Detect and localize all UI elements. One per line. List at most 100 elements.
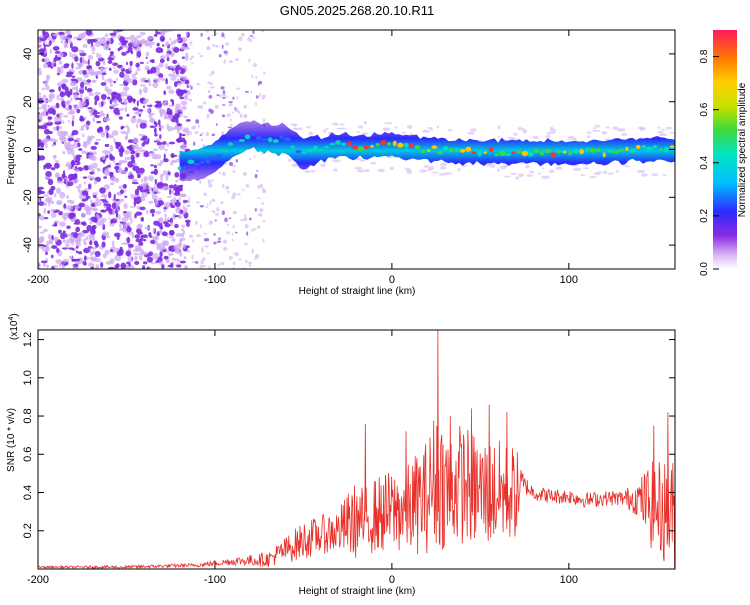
noise-speckle xyxy=(166,195,172,198)
noise-speckle xyxy=(162,44,165,47)
noise-speckle xyxy=(76,178,79,182)
noise-speckle xyxy=(52,264,59,268)
band-haze xyxy=(572,167,582,172)
signal-peak xyxy=(370,144,374,148)
noise-speckle xyxy=(224,217,228,223)
noise-speckle xyxy=(63,63,69,69)
noise-speckle xyxy=(43,207,47,214)
noise-speckle xyxy=(156,181,164,189)
noise-speckle xyxy=(148,113,153,119)
noise-speckle xyxy=(221,44,224,50)
noise-speckle xyxy=(201,131,204,136)
noise-speckle xyxy=(261,30,265,33)
noise-speckle xyxy=(38,113,45,117)
signal-peak xyxy=(251,132,255,137)
noise-speckle xyxy=(53,154,56,160)
band-haze xyxy=(503,175,511,178)
band-haze xyxy=(521,128,526,131)
noise-speckle xyxy=(77,235,81,243)
noise-speckle xyxy=(66,238,74,244)
noise-speckle xyxy=(180,65,187,69)
noise-speckle xyxy=(121,51,127,56)
band-haze xyxy=(436,125,440,129)
noise-speckle xyxy=(113,137,116,144)
noise-speckle xyxy=(175,70,179,75)
noise-speckle xyxy=(84,241,87,246)
signal-peak xyxy=(324,145,330,149)
noise-speckle xyxy=(120,170,127,174)
noise-speckle xyxy=(138,88,143,95)
noise-speckle xyxy=(146,104,153,107)
noise-speckle xyxy=(85,98,89,105)
noise-speckle xyxy=(118,108,125,111)
noise-speckle xyxy=(104,33,109,38)
noise-speckle xyxy=(236,95,239,100)
band-haze xyxy=(401,131,406,134)
noise-speckle xyxy=(252,228,257,231)
noise-speckle xyxy=(119,223,122,229)
x-tick-label: -200 xyxy=(27,574,49,586)
noise-speckle xyxy=(174,258,177,261)
y-tick-label: 0.2 xyxy=(22,523,34,538)
noise-speckle xyxy=(56,125,59,131)
noise-speckle xyxy=(222,93,227,97)
noise-speckle xyxy=(45,170,52,178)
noise-speckle xyxy=(51,144,55,147)
noise-speckle xyxy=(167,114,174,120)
noise-speckle xyxy=(210,109,214,115)
noise-speckle xyxy=(134,213,137,219)
noise-speckle xyxy=(126,95,133,101)
noise-speckle xyxy=(137,173,141,179)
noise-speckle xyxy=(173,39,181,42)
signal-peak xyxy=(215,154,223,157)
noise-speckle xyxy=(58,121,62,124)
noise-speckle xyxy=(118,228,126,232)
noise-speckle xyxy=(100,198,107,202)
noise-speckle xyxy=(226,231,230,235)
noise-speckle xyxy=(203,192,208,196)
noise-speckle xyxy=(135,56,139,59)
signal-peak xyxy=(471,151,477,155)
noise-speckle xyxy=(65,242,70,249)
signal-peak xyxy=(301,151,307,154)
noise-speckle xyxy=(160,179,163,183)
signal-peak xyxy=(232,140,240,145)
noise-speckle xyxy=(131,73,136,78)
noise-speckle xyxy=(155,30,158,35)
noise-speckle xyxy=(182,230,186,235)
noise-speckle xyxy=(187,130,192,135)
noise-speckle xyxy=(127,255,133,261)
noise-speckle xyxy=(116,203,119,210)
noise-speckle xyxy=(123,223,128,227)
noise-speckle xyxy=(135,170,140,174)
noise-speckle xyxy=(38,69,43,76)
noise-speckle xyxy=(142,238,147,242)
noise-speckle xyxy=(76,245,79,249)
band-haze xyxy=(356,169,366,173)
noise-speckle xyxy=(87,59,90,65)
figure-title: GN05.2025.268.20.10.R11 xyxy=(280,3,434,18)
noise-speckle xyxy=(102,253,107,259)
signal-peak xyxy=(347,141,352,146)
noise-speckle xyxy=(229,118,232,122)
noise-speckle xyxy=(79,117,85,122)
noise-speckle xyxy=(48,89,55,93)
noise-speckle xyxy=(89,151,93,154)
noise-speckle xyxy=(243,171,247,176)
noise-speckle xyxy=(103,117,111,122)
band-haze xyxy=(320,163,326,168)
noise-speckle xyxy=(76,242,82,247)
signal-peak xyxy=(317,148,325,152)
noise-speckle xyxy=(222,171,226,177)
noise-speckle xyxy=(151,213,155,217)
noise-speckle xyxy=(218,172,222,175)
signal-peak xyxy=(420,149,426,154)
noise-speckle xyxy=(128,65,133,72)
noise-speckle xyxy=(38,262,41,269)
noise-speckle xyxy=(237,110,241,114)
noise-speckle xyxy=(121,40,129,44)
signal-peak xyxy=(652,144,658,149)
noise-speckle xyxy=(147,77,151,83)
noise-speckle xyxy=(126,236,131,244)
noise-speckle xyxy=(100,261,104,268)
